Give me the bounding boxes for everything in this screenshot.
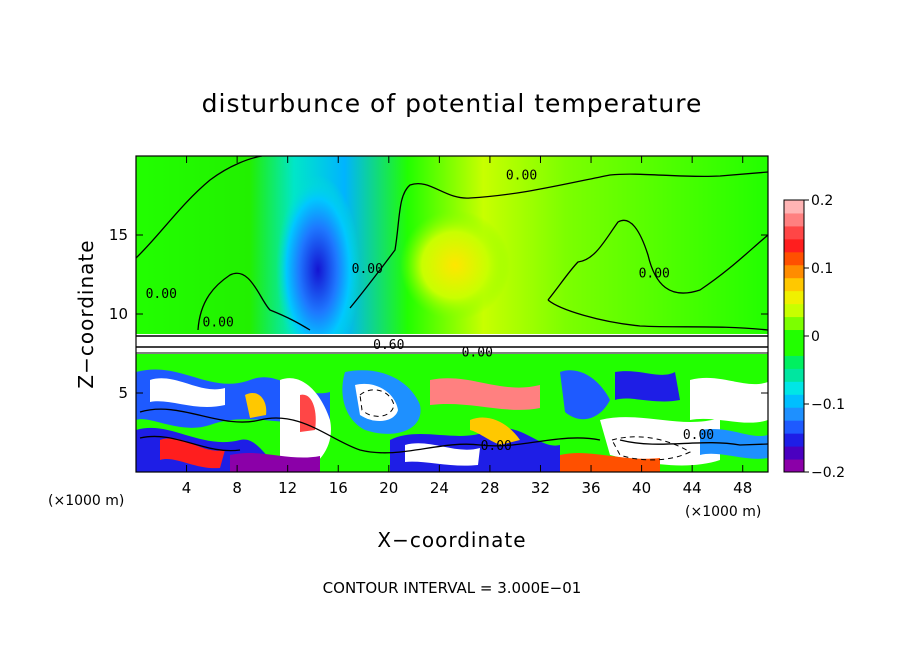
contour-label: 0.00 xyxy=(352,262,383,277)
x-tick-label: 40 xyxy=(632,479,651,497)
x-axis-ticks: 4 8 12 16 20 24 28 32 36 40 44 48 xyxy=(182,156,752,497)
colorbar-swatch xyxy=(784,355,804,369)
colorbar-swatch xyxy=(784,277,804,292)
contour-label: 0.00 xyxy=(639,267,670,282)
colorbar-swatch xyxy=(784,200,804,214)
colorbar-swatch xyxy=(784,303,804,318)
colorbar-swatch xyxy=(784,264,804,279)
x-axis-label: X−coordinate xyxy=(377,528,526,552)
colorbar-swatch xyxy=(784,446,804,460)
contour-label: 0.00 xyxy=(506,169,537,184)
colorbar-swatch xyxy=(784,329,804,343)
colorbar-swatch xyxy=(784,238,804,253)
x-tick-label: 28 xyxy=(480,479,499,497)
x-tick-label: 32 xyxy=(531,479,550,497)
x-unit-left: (×1000 m) xyxy=(48,493,124,509)
colorbar-swatch xyxy=(784,459,804,473)
colorbar-swatch xyxy=(784,407,804,421)
chart-title: disturbunce of potential temperature xyxy=(202,89,703,118)
colorbar-label: 0.2 xyxy=(811,193,833,209)
colorbar-swatch xyxy=(784,290,804,305)
contour-label: 0.00 xyxy=(481,439,512,454)
x-tick-label: 36 xyxy=(581,479,600,497)
plot-area: 0.00 0.00 0.00 0.00 0.00 0.60 0.00 0.00 0.00 xyxy=(136,156,768,472)
colorbar-swatch xyxy=(784,225,804,240)
x-tick-label: 12 xyxy=(278,479,297,497)
x-tick-label: 16 xyxy=(329,479,348,497)
y-tick-label: 10 xyxy=(109,305,128,323)
colorbar-label: 0.1 xyxy=(811,261,833,277)
x-unit-right: (×1000 m) xyxy=(685,504,761,520)
contour-label: 0.60 xyxy=(373,338,404,353)
y-axis-label: Z−coordinate xyxy=(74,239,98,388)
x-tick-label: 44 xyxy=(683,479,702,497)
colorbar-label: −0.2 xyxy=(811,465,845,481)
x-tick-label: 8 xyxy=(232,479,242,497)
colorbar-swatch xyxy=(784,251,804,266)
warm-anomaly-patch xyxy=(400,210,510,320)
colorbar-label: −0.1 xyxy=(811,397,845,413)
cold-anomaly-core xyxy=(276,175,360,365)
contour-label: 0.00 xyxy=(462,346,493,361)
contour-label: 0.00 xyxy=(146,287,177,302)
colorbar-label: 0 xyxy=(811,329,820,345)
colorbar-swatch xyxy=(784,316,804,331)
inversion-band xyxy=(136,334,768,354)
x-tick-label: 4 xyxy=(182,479,192,497)
x-tick-label: 48 xyxy=(733,479,752,497)
contour-lines xyxy=(136,156,768,454)
y-tick-label: 15 xyxy=(109,226,128,244)
colorbar-swatch xyxy=(784,394,804,408)
colorbar-swatch xyxy=(784,368,804,382)
contour-label: 0.00 xyxy=(203,316,234,331)
colorbar: 0.2 0.1 0 −0.1 −0.2 xyxy=(783,193,845,481)
y-tick-label: 5 xyxy=(118,384,128,402)
colorbar-swatch xyxy=(784,212,804,227)
contour-labels: 0.00 0.00 0.00 0.00 0.00 0.60 0.00 0.00 0.00 xyxy=(146,169,715,454)
colorbar-swatch xyxy=(784,342,804,356)
contour-lines-dashed xyxy=(359,389,692,461)
contour-interval-note: CONTOUR INTERVAL = 3.000E−01 xyxy=(323,579,582,597)
x-tick-label: 24 xyxy=(430,479,449,497)
x-tick-label: 20 xyxy=(379,479,398,497)
y-axis-ticks: 5 10 15 xyxy=(109,226,768,402)
contour-label: 0.00 xyxy=(683,428,714,443)
colorbar-swatch xyxy=(784,381,804,395)
colorbar-swatch xyxy=(784,420,804,434)
colorbar-swatch xyxy=(784,433,804,447)
